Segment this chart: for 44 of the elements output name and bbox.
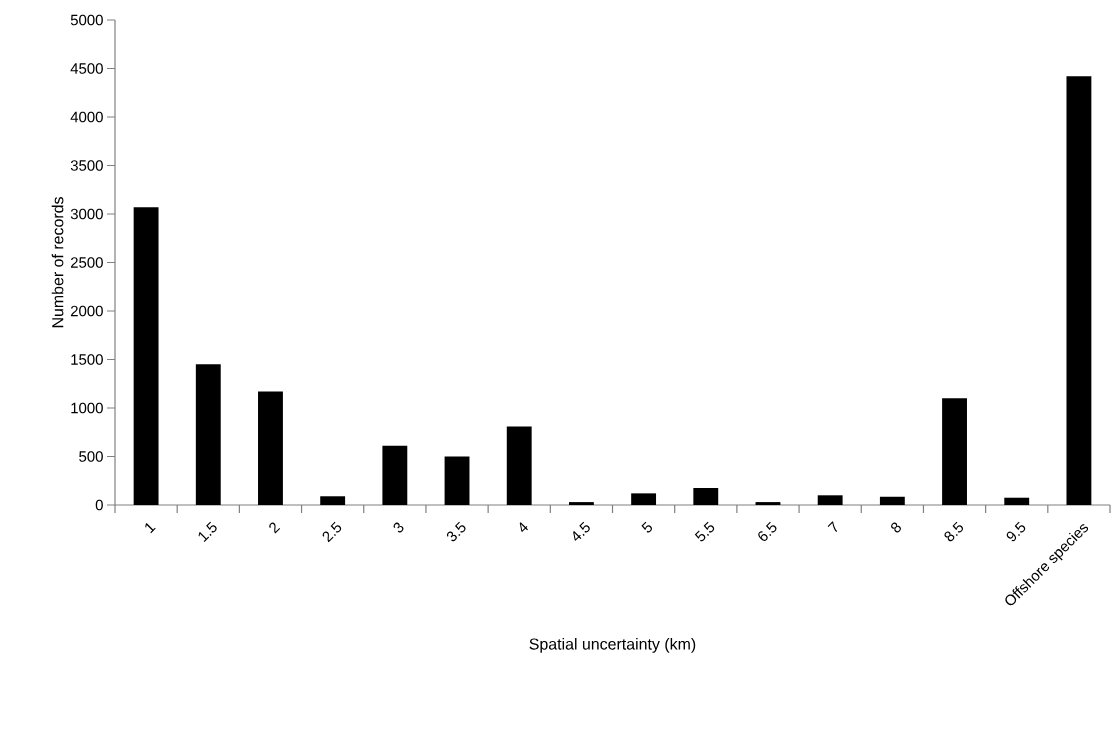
y-tick-label: 4500 <box>70 63 103 74</box>
y-tick-label: 500 <box>79 451 103 462</box>
x-tick-label: 5.5 <box>694 521 715 542</box>
bar <box>195 364 221 505</box>
x-tick-label: 2 <box>269 522 281 534</box>
x-tick-label: 5 <box>641 521 653 533</box>
x-tick-label: 8.5 <box>944 521 964 542</box>
y-tick-label: 3000 <box>70 208 103 220</box>
x-tick-label: 3 <box>393 522 404 533</box>
bar <box>568 502 594 505</box>
bar <box>631 493 657 505</box>
bar <box>693 488 719 505</box>
bar <box>133 207 159 505</box>
x-tick-label: 7 <box>827 521 838 533</box>
y-tick-label: 5000 <box>70 14 103 26</box>
y-tick-label: 3500 <box>70 160 103 171</box>
x-tick-label: 4.5 <box>573 521 590 541</box>
x-tick-label: 3.5 <box>446 521 466 542</box>
y-tick-label: 1500 <box>71 354 103 365</box>
y-tick-label: 0 <box>95 499 103 511</box>
x-tick-label: 1 <box>145 523 156 534</box>
y-axis-title: Number of records <box>51 197 64 328</box>
y-tick-label: 1000 <box>71 402 103 414</box>
y-tick-label: 2000 <box>70 305 103 317</box>
bar <box>258 391 283 505</box>
x-tick-label: 8 <box>891 522 901 533</box>
x-axis-title: Spatial uncertainty (km) <box>529 637 696 653</box>
x-tick-label: 9.5 <box>1006 521 1026 542</box>
bar <box>320 496 346 505</box>
bar <box>1066 76 1092 505</box>
bar <box>817 495 843 505</box>
bar <box>506 426 532 505</box>
y-tick-label: 2500 <box>70 257 103 268</box>
bar <box>755 502 781 505</box>
bar <box>382 445 408 505</box>
bar <box>1004 497 1030 505</box>
x-tick-label: 6.5 <box>758 521 777 541</box>
x-tick-label: 4 <box>519 522 528 533</box>
bar <box>942 398 967 505</box>
x-tick-label: 2.5 <box>322 521 342 543</box>
y-tick-label: 4000 <box>70 111 103 123</box>
x-tick-label: 1.5 <box>198 521 217 542</box>
bar <box>444 456 470 505</box>
bar <box>879 496 905 505</box>
